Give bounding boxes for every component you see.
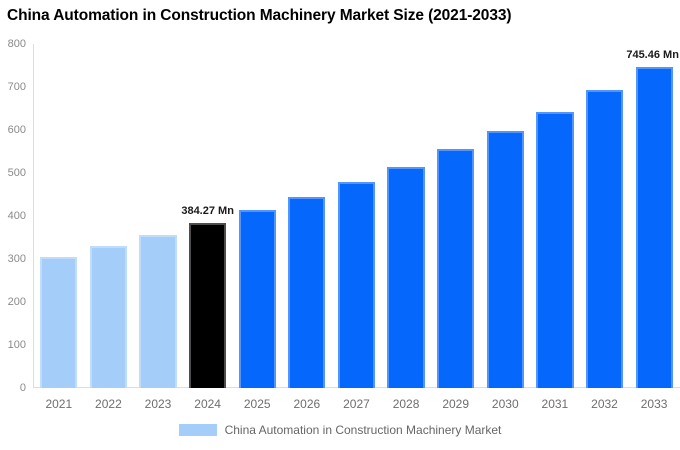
y-tick-label-400: 400 [7, 210, 26, 222]
bar-slot-2023: 2023 [133, 44, 183, 411]
chart-title: China Automation in Construction Machine… [7, 7, 512, 24]
bar-2023[interactable] [139, 234, 177, 388]
x-tick-label-2022: 2022 [95, 397, 122, 411]
plot-area: 2021 2022 2023 2024 384.27 Mn 2025 2026 2027 202… [33, 44, 680, 411]
bar-2030[interactable] [486, 130, 524, 388]
bar-slot-2024: 2024 384.27 Mn [181, 44, 234, 411]
bar-2031[interactable] [536, 111, 574, 388]
bar-2032[interactable] [585, 90, 624, 388]
legend-label: China Automation in Construction Machine… [224, 423, 502, 437]
bar-slot-2028: 2028 [381, 44, 431, 411]
y-tick-label-800: 800 [7, 38, 26, 50]
bar-slot-2031: 2031 [530, 44, 580, 411]
y-axis-labels: 0 100 200 300 400 500 600 700 800 [0, 38, 30, 394]
x-tick-label-2030: 2030 [491, 397, 519, 411]
x-tick-label-2027: 2027 [343, 397, 370, 411]
bar-2025[interactable] [238, 210, 276, 388]
bar-slot-2026: 2026 [282, 44, 332, 411]
bar-slot-2027: 2027 [332, 44, 382, 411]
bar-slot-2033: 2033 745.46 Mn [626, 44, 679, 411]
bars-container: 2021 2022 2023 2024 384.27 Mn 2025 2026 2027 202… [34, 44, 679, 411]
x-tick-label-2023: 2023 [144, 397, 172, 411]
bar-slot-2021: 2021 [34, 44, 84, 411]
data-label-2024: 384.27 Mn [181, 204, 234, 217]
bar-slot-2025: 2025 [232, 44, 282, 411]
data-label-2033: 745.46 Mn [626, 49, 679, 62]
y-tick-label-300: 300 [7, 253, 26, 265]
bar-2024[interactable] [189, 222, 227, 388]
bar-2022[interactable] [89, 246, 128, 388]
x-tick-label-2029: 2029 [442, 397, 470, 411]
bar-2021[interactable] [40, 256, 78, 388]
x-tick-label-2028: 2028 [392, 397, 420, 411]
bar-2028[interactable] [387, 166, 425, 388]
x-tick-label-2025: 2025 [243, 397, 271, 411]
bar-2026[interactable] [288, 197, 326, 388]
bar-slot-2022: 2022 [84, 44, 134, 411]
legend-swatch [178, 424, 217, 436]
bar-2027[interactable] [337, 182, 376, 388]
x-tick-label-2031: 2031 [541, 397, 569, 411]
y-axis-line [33, 44, 34, 388]
y-tick-label-0: 0 [19, 382, 26, 394]
y-tick-label-500: 500 [7, 167, 26, 179]
y-tick-label-100: 100 [7, 339, 26, 351]
legend[interactable]: China Automation in Construction Machine… [0, 423, 680, 437]
bar-slot-2029: 2029 [431, 44, 481, 411]
x-tick-label-2021: 2021 [45, 397, 73, 411]
x-tick-label-2032: 2032 [591, 397, 618, 411]
y-tick-label-600: 600 [7, 124, 26, 136]
bar-2029[interactable] [437, 149, 475, 388]
bar-slot-2032: 2032 [580, 44, 630, 411]
bar-slot-2030: 2030 [480, 44, 530, 411]
bar-2033[interactable] [635, 67, 673, 388]
x-tick-label-2033: 2033 [640, 397, 668, 411]
y-tick-label-700: 700 [7, 81, 26, 93]
x-tick-label-2024: 2024 [194, 397, 221, 411]
y-tick-label-200: 200 [7, 296, 26, 308]
x-tick-label-2026: 2026 [293, 397, 321, 411]
